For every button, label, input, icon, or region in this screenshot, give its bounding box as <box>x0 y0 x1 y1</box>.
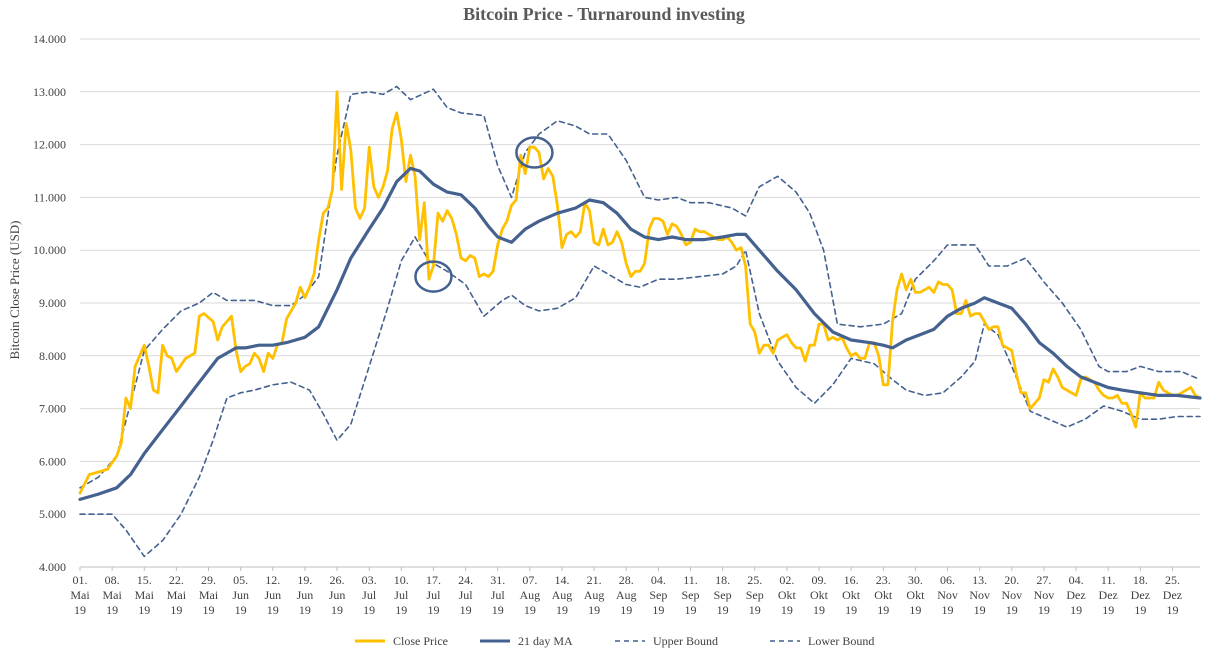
y-tick-label: 9.000 <box>39 296 66 310</box>
x-tick-label: 06. Nov 19 <box>937 573 958 617</box>
x-tick-label: 17. Jul 19 <box>426 573 441 617</box>
y-tick-label: 14.000 <box>33 32 66 46</box>
x-tick-label: 30. Okt 19 <box>906 573 925 617</box>
x-tick-label: 11. Sep 19 <box>681 573 699 617</box>
y-tick-label: 12.000 <box>33 138 66 152</box>
x-tick-label: 11. Dez 19 <box>1099 573 1118 617</box>
y-tick-label: 8.000 <box>39 349 66 363</box>
x-tick-label: 02. Okt 19 <box>778 573 797 617</box>
x-tick-label: 22. Mai 19 <box>167 573 187 617</box>
annotation-circle <box>515 136 554 169</box>
x-tick-label: 28. Aug 19 <box>616 573 637 617</box>
x-tick-label: 29. Mai 19 <box>199 573 219 617</box>
legend-label: Upper Bound <box>653 634 718 648</box>
x-tick-label: 13. Nov 19 <box>969 573 990 617</box>
series-line-upper-bound <box>79 85 1201 489</box>
x-tick-label: 23. Okt 19 <box>874 573 893 617</box>
x-tick-label: 25. Dez 19 <box>1163 573 1182 617</box>
x-tick-label: 16. Okt 19 <box>842 573 861 617</box>
x-tick-label: 31. Jul 19 <box>490 573 505 617</box>
legend-label: Close Price <box>393 634 448 648</box>
x-tick-label: 08. Mai 19 <box>102 573 122 617</box>
y-tick-label: 5.000 <box>39 507 66 521</box>
x-tick-label: 18. Dez 19 <box>1131 573 1150 617</box>
x-tick-label: 26. Jun 19 <box>329 573 346 617</box>
x-axis-ticks: 01. Mai 19 08. Mai 19 15. Mai 19 22. Mai 19 29. Mai 19… <box>70 567 1182 617</box>
x-tick-label: 04. Sep 19 <box>649 573 667 617</box>
x-tick-label: 05. Jun 19 <box>232 573 249 617</box>
y-tick-label: 10.000 <box>33 243 66 257</box>
x-tick-label: 09. Okt 19 <box>810 573 829 617</box>
x-tick-label: 20. Nov 19 <box>1001 573 1022 617</box>
chart-annotations <box>414 136 554 293</box>
x-tick-label: 19. Jun 19 <box>297 573 314 617</box>
y-axis-label: Bitcoin Close Price (USD) <box>7 220 22 359</box>
series-line-21-day-ma <box>78 166 1202 501</box>
chart-title: Bitcoin Price - Turnaround investing <box>463 4 745 24</box>
chart-grid <box>80 38 1200 568</box>
legend-label: 21 day MA <box>518 634 573 648</box>
x-tick-label: 10. Jul 19 <box>394 573 409 617</box>
x-tick-label: 14. Aug 19 <box>552 573 573 617</box>
annotation-circle <box>414 260 453 293</box>
y-tick-label: 7.000 <box>39 402 66 416</box>
y-axis-ticks: 4.000 5.000 6.000 7.000 8.000 9.000 10.000 11.0… <box>33 32 66 574</box>
x-tick-label: 18. Sep 19 <box>714 573 732 617</box>
y-tick-label: 4.000 <box>39 560 66 574</box>
x-tick-label: 03. Jul 19 <box>362 573 377 617</box>
x-tick-label: 21. Aug 19 <box>584 573 605 617</box>
x-tick-label: 01. Mai 19 <box>70 573 90 617</box>
y-tick-label: 11.000 <box>33 190 66 204</box>
chart-legend: Close Price 21 day MA Upper Bound Lower Bou… <box>355 634 874 648</box>
x-tick-label: 24. Jul 19 <box>458 573 473 617</box>
chart-series <box>78 85 1202 558</box>
x-tick-label: 07. Aug 19 <box>520 573 541 617</box>
series-line-close-price <box>78 90 1202 495</box>
x-tick-label: 04. Dez 19 <box>1066 573 1085 617</box>
x-tick-label: 27. Nov 19 <box>1034 573 1055 617</box>
legend-label: Lower Bound <box>808 634 874 648</box>
y-tick-label: 13.000 <box>33 85 66 99</box>
series-line-lower-bound <box>79 236 1201 558</box>
x-tick-label: 25. Sep 19 <box>746 573 764 617</box>
y-tick-label: 6.000 <box>39 454 66 468</box>
x-tick-label: 15. Mai 19 <box>135 573 155 617</box>
x-tick-label: 12. Jun 19 <box>264 573 281 617</box>
